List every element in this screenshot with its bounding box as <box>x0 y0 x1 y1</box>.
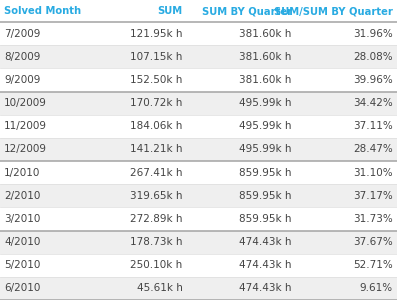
Text: 8/2009: 8/2009 <box>4 52 40 62</box>
Text: 184.06k h: 184.06k h <box>130 121 183 131</box>
Bar <box>0 0 397 22</box>
Text: 859.95k h: 859.95k h <box>239 191 292 201</box>
Text: 4/2010: 4/2010 <box>4 237 40 247</box>
Text: 37.17%: 37.17% <box>353 191 393 201</box>
Text: 121.95k h: 121.95k h <box>130 28 183 39</box>
Text: 12/2009: 12/2009 <box>4 144 47 154</box>
Text: 37.11%: 37.11% <box>353 121 393 131</box>
Text: 52.71%: 52.71% <box>353 260 393 270</box>
Bar <box>0 254 397 277</box>
Bar <box>0 207 397 230</box>
Text: 250.10k h: 250.10k h <box>130 260 183 270</box>
Text: 152.50k h: 152.50k h <box>130 75 183 85</box>
Text: 141.21k h: 141.21k h <box>130 144 183 154</box>
Text: 107.15k h: 107.15k h <box>130 52 183 62</box>
Text: Solved Month: Solved Month <box>4 6 81 16</box>
Text: 9.61%: 9.61% <box>360 284 393 293</box>
Text: 37.67%: 37.67% <box>353 237 393 247</box>
Bar <box>0 92 397 115</box>
Bar <box>0 22 397 45</box>
Text: 495.99k h: 495.99k h <box>239 144 292 154</box>
Text: 1/2010: 1/2010 <box>4 168 40 178</box>
Text: 319.65k h: 319.65k h <box>130 191 183 201</box>
Bar <box>0 161 397 184</box>
Text: 3/2010: 3/2010 <box>4 214 40 224</box>
Text: 170.72k h: 170.72k h <box>130 98 183 108</box>
Text: 28.08%: 28.08% <box>353 52 393 62</box>
Bar <box>0 184 397 207</box>
Text: 474.43k h: 474.43k h <box>239 284 292 293</box>
Bar <box>0 277 397 300</box>
Text: 6/2010: 6/2010 <box>4 284 40 293</box>
Bar <box>0 230 397 254</box>
Text: 178.73k h: 178.73k h <box>130 237 183 247</box>
Text: 267.41k h: 267.41k h <box>130 168 183 178</box>
Text: 495.99k h: 495.99k h <box>239 98 292 108</box>
Text: 28.47%: 28.47% <box>353 144 393 154</box>
Text: 31.96%: 31.96% <box>353 28 393 39</box>
Text: 381.60k h: 381.60k h <box>239 75 292 85</box>
Text: 31.10%: 31.10% <box>353 168 393 178</box>
Bar <box>0 138 397 161</box>
Text: 5/2010: 5/2010 <box>4 260 40 270</box>
Text: 11/2009: 11/2009 <box>4 121 47 131</box>
Text: 381.60k h: 381.60k h <box>239 28 292 39</box>
Text: 272.89k h: 272.89k h <box>130 214 183 224</box>
Text: 7/2009: 7/2009 <box>4 28 40 39</box>
Bar <box>0 45 397 68</box>
Text: 859.95k h: 859.95k h <box>239 168 292 178</box>
Text: 34.42%: 34.42% <box>353 98 393 108</box>
Text: 10/2009: 10/2009 <box>4 98 47 108</box>
Text: SUM: SUM <box>158 6 183 16</box>
Text: 474.43k h: 474.43k h <box>239 260 292 270</box>
Text: 474.43k h: 474.43k h <box>239 237 292 247</box>
Text: SUM/SUM BY Quarter: SUM/SUM BY Quarter <box>274 6 393 16</box>
Text: 2/2010: 2/2010 <box>4 191 40 201</box>
Text: 495.99k h: 495.99k h <box>239 121 292 131</box>
Text: 31.73%: 31.73% <box>353 214 393 224</box>
Text: 9/2009: 9/2009 <box>4 75 40 85</box>
Text: 45.61k h: 45.61k h <box>137 284 183 293</box>
Text: 381.60k h: 381.60k h <box>239 52 292 62</box>
Text: 859.95k h: 859.95k h <box>239 214 292 224</box>
Text: SUM BY Quarter: SUM BY Quarter <box>202 6 292 16</box>
Bar <box>0 68 397 92</box>
Bar <box>0 115 397 138</box>
Text: 39.96%: 39.96% <box>353 75 393 85</box>
